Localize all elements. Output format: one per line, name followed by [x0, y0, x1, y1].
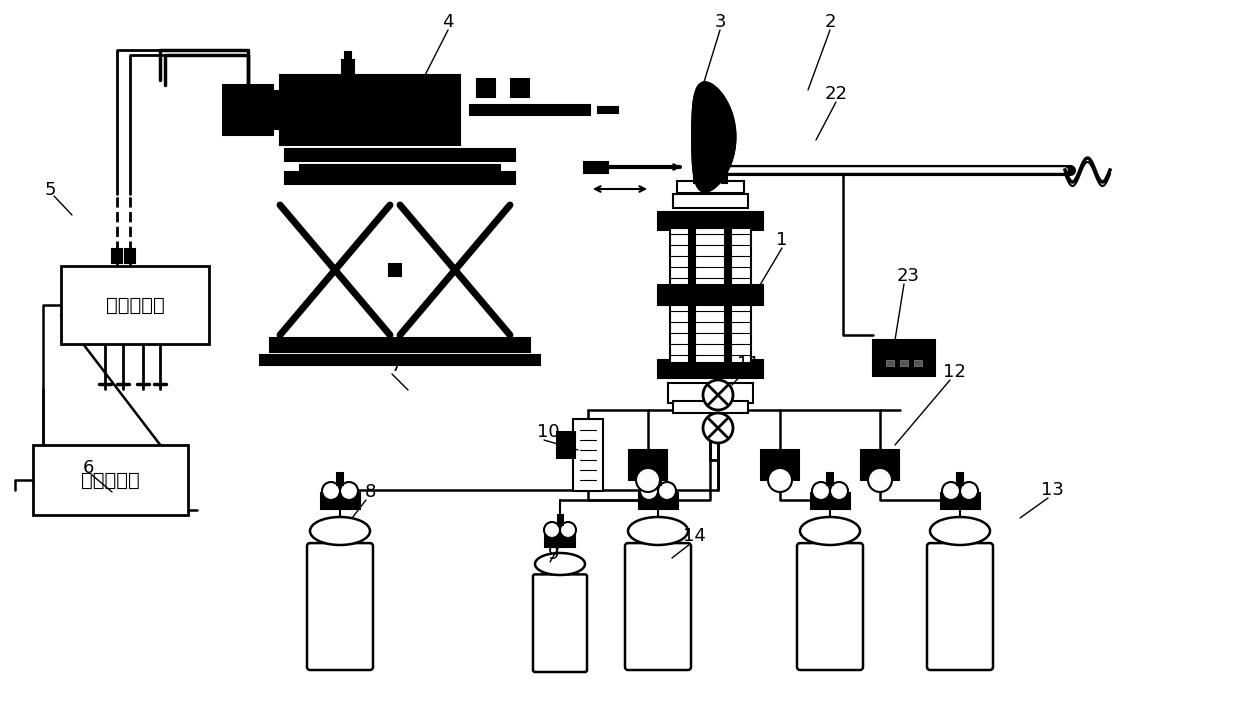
Bar: [672, 401, 748, 413]
Bar: [677, 181, 744, 193]
Bar: [940, 493, 980, 509]
Bar: [337, 473, 343, 485]
FancyBboxPatch shape: [797, 543, 863, 670]
Bar: [629, 450, 667, 480]
Bar: [693, 173, 698, 183]
Bar: [639, 493, 677, 509]
Circle shape: [544, 522, 560, 538]
Bar: [470, 105, 590, 115]
Text: 22: 22: [825, 85, 847, 103]
Bar: [511, 79, 529, 97]
Text: 14: 14: [682, 527, 706, 545]
Bar: [558, 515, 563, 525]
Ellipse shape: [800, 517, 861, 545]
Text: 23: 23: [897, 267, 920, 285]
Bar: [861, 450, 899, 480]
Text: 2: 2: [825, 13, 836, 31]
Circle shape: [768, 468, 792, 492]
Text: 11: 11: [737, 355, 759, 373]
Circle shape: [960, 482, 978, 500]
Bar: [112, 249, 122, 263]
Bar: [270, 338, 529, 352]
Ellipse shape: [534, 553, 585, 575]
Bar: [957, 473, 963, 485]
Bar: [887, 360, 894, 366]
FancyBboxPatch shape: [928, 543, 993, 670]
Bar: [280, 75, 460, 145]
Text: 6: 6: [82, 459, 94, 477]
FancyBboxPatch shape: [625, 543, 691, 670]
Bar: [345, 52, 351, 60]
Circle shape: [322, 482, 340, 500]
Text: 7: 7: [391, 357, 402, 375]
Bar: [32, 445, 187, 515]
Bar: [657, 285, 763, 305]
Text: 5: 5: [45, 181, 56, 199]
Circle shape: [868, 468, 892, 492]
Text: 1: 1: [776, 231, 787, 249]
Polygon shape: [692, 82, 735, 192]
Bar: [657, 360, 763, 378]
Bar: [761, 450, 799, 480]
Bar: [477, 79, 495, 97]
FancyBboxPatch shape: [533, 575, 587, 672]
Bar: [873, 340, 935, 376]
Bar: [546, 533, 575, 547]
Text: 8: 8: [365, 483, 376, 501]
Bar: [670, 228, 750, 362]
Circle shape: [636, 468, 660, 492]
Bar: [655, 473, 661, 485]
Bar: [320, 493, 360, 509]
Bar: [598, 107, 618, 113]
Circle shape: [812, 482, 830, 500]
Text: 双向电磁阀: 双向电磁阀: [105, 295, 165, 315]
Circle shape: [640, 482, 658, 500]
Bar: [900, 360, 908, 366]
Circle shape: [560, 522, 577, 538]
Bar: [672, 194, 748, 208]
Bar: [573, 419, 603, 491]
Bar: [285, 149, 515, 161]
Circle shape: [658, 482, 676, 500]
FancyBboxPatch shape: [308, 543, 373, 670]
Circle shape: [942, 482, 960, 500]
Text: 13: 13: [1040, 481, 1064, 499]
Bar: [827, 473, 833, 485]
Text: 10: 10: [537, 423, 559, 441]
Text: 3: 3: [714, 13, 725, 31]
Bar: [725, 228, 732, 362]
Bar: [61, 266, 210, 344]
Bar: [260, 355, 539, 365]
Bar: [125, 249, 135, 263]
Bar: [557, 432, 575, 458]
Circle shape: [703, 380, 733, 410]
Text: 4: 4: [443, 13, 454, 31]
Bar: [300, 165, 500, 175]
Ellipse shape: [627, 517, 688, 545]
Bar: [689, 228, 694, 362]
Text: 信号发生器: 信号发生器: [81, 470, 139, 490]
Bar: [914, 360, 923, 366]
Circle shape: [830, 482, 848, 500]
Bar: [584, 161, 608, 173]
Bar: [275, 91, 325, 129]
Bar: [342, 60, 353, 76]
Circle shape: [340, 482, 358, 500]
Bar: [285, 172, 515, 184]
Ellipse shape: [310, 517, 370, 545]
Ellipse shape: [930, 517, 990, 545]
Circle shape: [703, 413, 733, 443]
Text: 12: 12: [942, 363, 966, 381]
Text: 9: 9: [548, 545, 559, 563]
Bar: [223, 85, 273, 135]
Bar: [389, 264, 401, 276]
Bar: [722, 173, 727, 183]
Bar: [657, 212, 763, 230]
Bar: [667, 383, 753, 403]
Bar: [811, 493, 849, 509]
